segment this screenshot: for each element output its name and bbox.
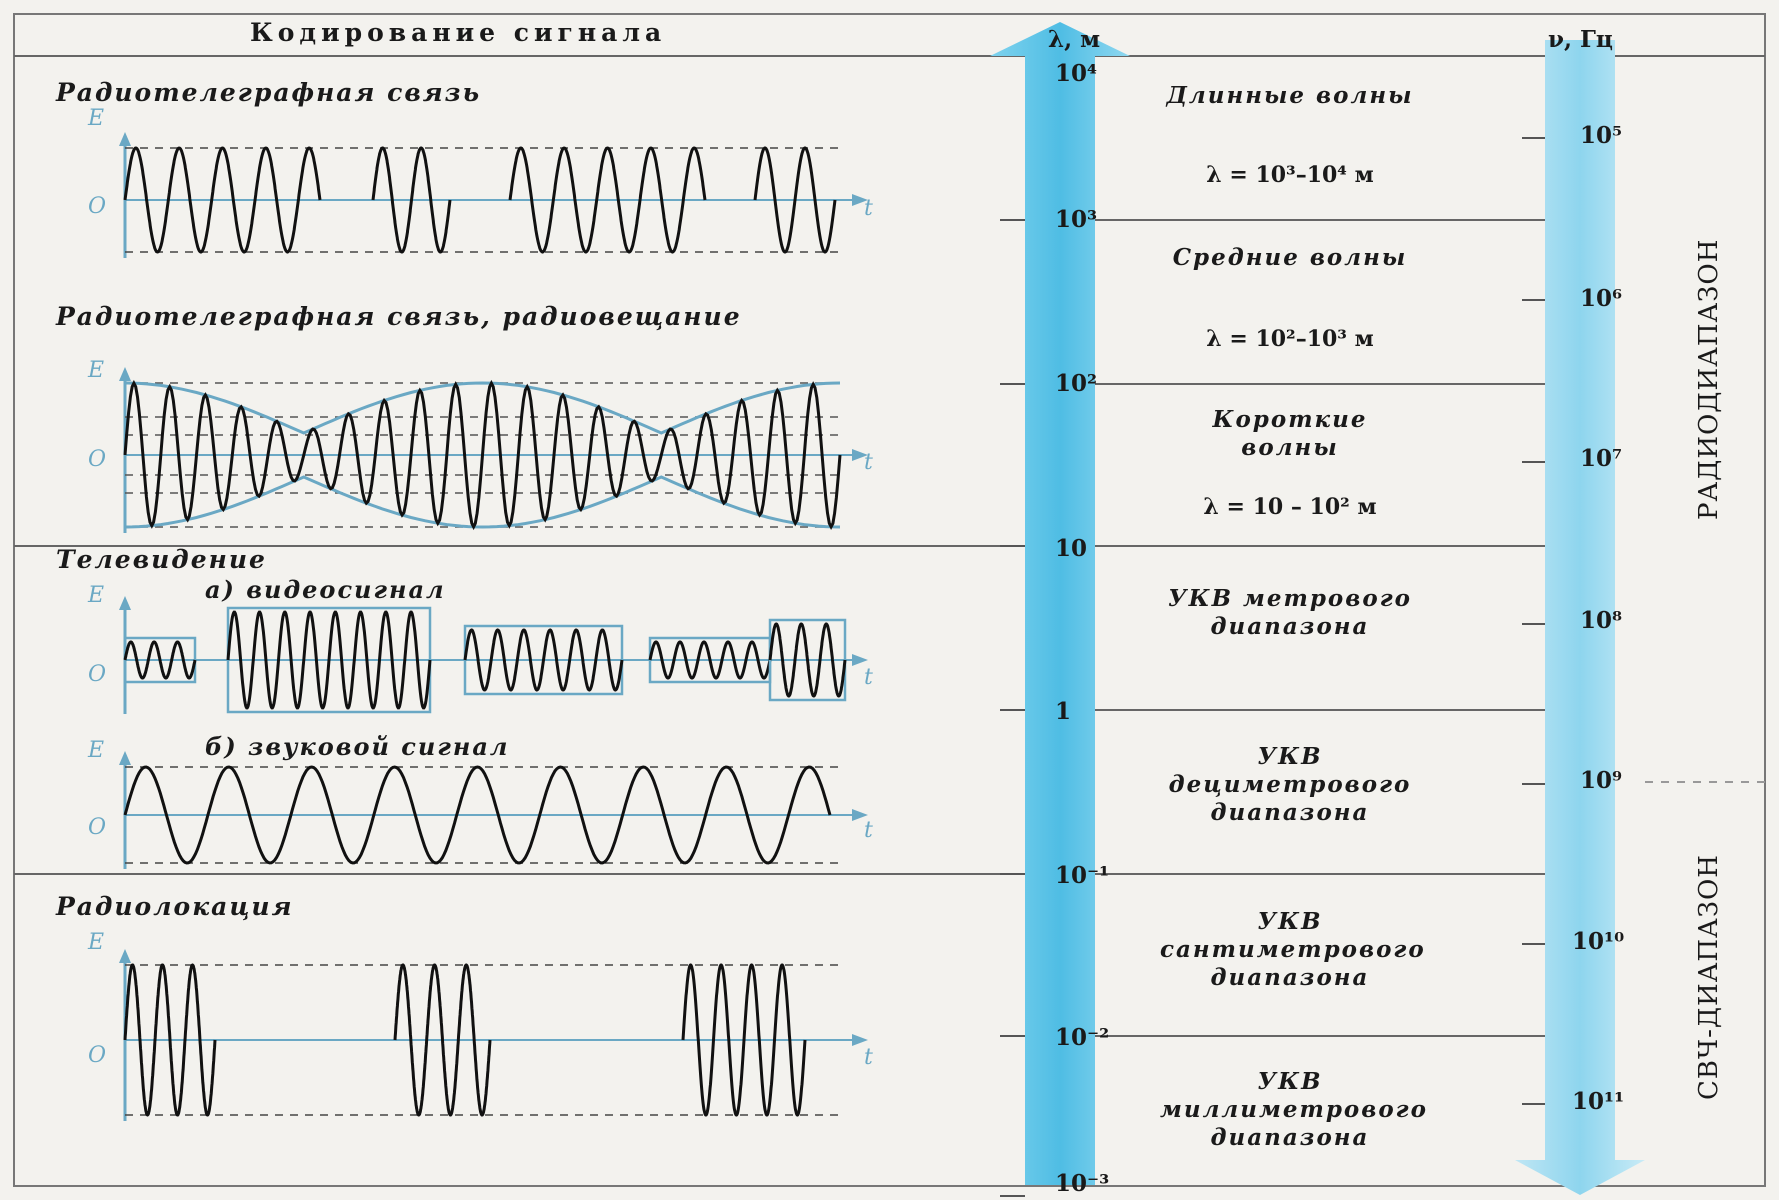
freq-tick-label: 10⁸ (1580, 607, 1623, 634)
waveform-audio (119, 751, 868, 869)
signal-burst (371, 146, 452, 254)
freq-tick-label: 10¹¹ (1572, 1088, 1625, 1115)
waveform-video (119, 596, 868, 714)
axis-t-arrow (852, 194, 868, 206)
lambda-tick-label: 10⁻³ (1055, 1170, 1110, 1197)
am-carrier (123, 379, 842, 531)
axis-o-2: O (88, 447, 107, 472)
band-range-medium: λ = 10²–10³ м (1206, 326, 1374, 352)
freq-tick-label: 10⁹ (1580, 767, 1623, 794)
video-carrier (226, 610, 432, 710)
band-range-long: λ = 10³–10⁴ м (1206, 162, 1374, 188)
band-name-long: Длинные волны (1166, 82, 1414, 109)
axis-e-4: E (88, 738, 105, 763)
axis-t-arrow (852, 449, 868, 461)
axis-t-arrow (852, 654, 868, 666)
axis-o-1: O (88, 194, 107, 219)
frequency-tick-marks (1522, 137, 1545, 1105)
axis-t-3: t (864, 665, 873, 690)
lambda-tick-label: 10⁻² (1055, 1024, 1110, 1051)
band-name-short: Короткие волны (1212, 406, 1368, 461)
am-envelope-top (124, 381, 841, 435)
axis-o-5: O (88, 1043, 107, 1068)
waveform-panels (119, 132, 868, 1121)
video-carrier (463, 628, 624, 692)
lambda-tick-label: 10⁴ (1055, 60, 1098, 87)
band-name-millimeter: УКВ миллиметрового диапазона (1160, 1068, 1428, 1151)
axis-o-3: O (88, 662, 107, 687)
signal-title-radar: Радиолокация (56, 892, 294, 921)
nu-unit-label: ν, Гц (1548, 26, 1613, 53)
axis-t-arrow (852, 809, 868, 821)
signal-burst (753, 146, 837, 254)
axis-e-arrow (119, 596, 131, 610)
freq-tick-label: 10⁷ (1580, 445, 1623, 472)
diagram-frame (13, 13, 1766, 1187)
radar-pulse (681, 963, 807, 1117)
lambda-unit-label: λ, м (1048, 26, 1101, 53)
axis-e-arrow (119, 132, 131, 146)
band-name-decimeter: УКВ дециметрового диапазона (1168, 743, 1412, 826)
lambda-tick-label: 10 (1055, 535, 1088, 562)
signal-title-tv: Телевидение (56, 545, 267, 574)
range-label-radio: РАДИОДИАПАЗОН (1694, 238, 1724, 520)
freq-tick-label: 10¹⁰ (1572, 928, 1625, 955)
lambda-tick-label: 1 (1055, 698, 1072, 725)
band-name-medium: Средние волны (1172, 244, 1408, 271)
audio-wave (123, 765, 832, 865)
lambda-tick-label: 10³ (1055, 206, 1098, 233)
axis-e-arrow (119, 751, 131, 765)
axis-e-arrow (119, 367, 131, 381)
lambda-tick-label: 10⁻¹ (1055, 862, 1110, 889)
header-title: Кодирование сигнала (250, 18, 667, 47)
am-envelope-bottom (124, 475, 841, 529)
band-name-meter: УКВ метрового диапазона (1167, 585, 1413, 640)
axis-t-2: t (864, 450, 873, 475)
axis-t-4: t (864, 818, 873, 843)
radar-pulse (123, 963, 217, 1117)
axis-e-5: E (88, 930, 105, 955)
axis-t-arrow (852, 1034, 868, 1046)
wavelength-tick-marks (1000, 219, 1025, 1197)
waveform-radiotelegraph (119, 132, 868, 258)
signal-burst (508, 146, 707, 254)
axis-t-5: t (864, 1045, 873, 1070)
axis-e-arrow (119, 949, 131, 963)
video-carrier (648, 640, 772, 680)
waveform-radar (119, 949, 868, 1121)
axis-t-1: t (864, 196, 873, 221)
freq-tick-label: 10⁵ (1580, 122, 1623, 149)
video-carrier (768, 622, 847, 698)
lambda-tick-label: 10² (1055, 370, 1098, 397)
freq-tick-label: 10⁶ (1580, 285, 1623, 312)
waveform-am (119, 367, 868, 533)
video-carrier (123, 640, 197, 680)
signal-burst (123, 146, 322, 254)
radar-pulse (393, 963, 492, 1117)
wavelength-arrow (990, 22, 1130, 1185)
range-label-microwave: СВЧ-ДИАПАЗОН (1694, 854, 1724, 1100)
axis-o-4: O (88, 815, 107, 840)
signal-subtitle-video: а) видеосигнал (205, 575, 446, 604)
signal-subtitle-audio: б) звуковой сигнал (205, 732, 510, 761)
signal-title-radiobroadcast: Радиотелеграфная связь, радиовещание (56, 302, 742, 331)
axis-e-3: E (88, 583, 105, 608)
band-name-centimeter: УКВ сантиметрового диапазона (1160, 908, 1426, 991)
signal-title-radiotelegraph: Радиотелеграфная связь (56, 78, 482, 107)
band-range-short: λ = 10 – 10² м (1203, 494, 1377, 520)
band-separators (1025, 219, 1545, 1037)
frequency-arrow (1515, 40, 1645, 1195)
axis-e-2: E (88, 358, 105, 383)
axis-e-1: E (88, 106, 105, 131)
